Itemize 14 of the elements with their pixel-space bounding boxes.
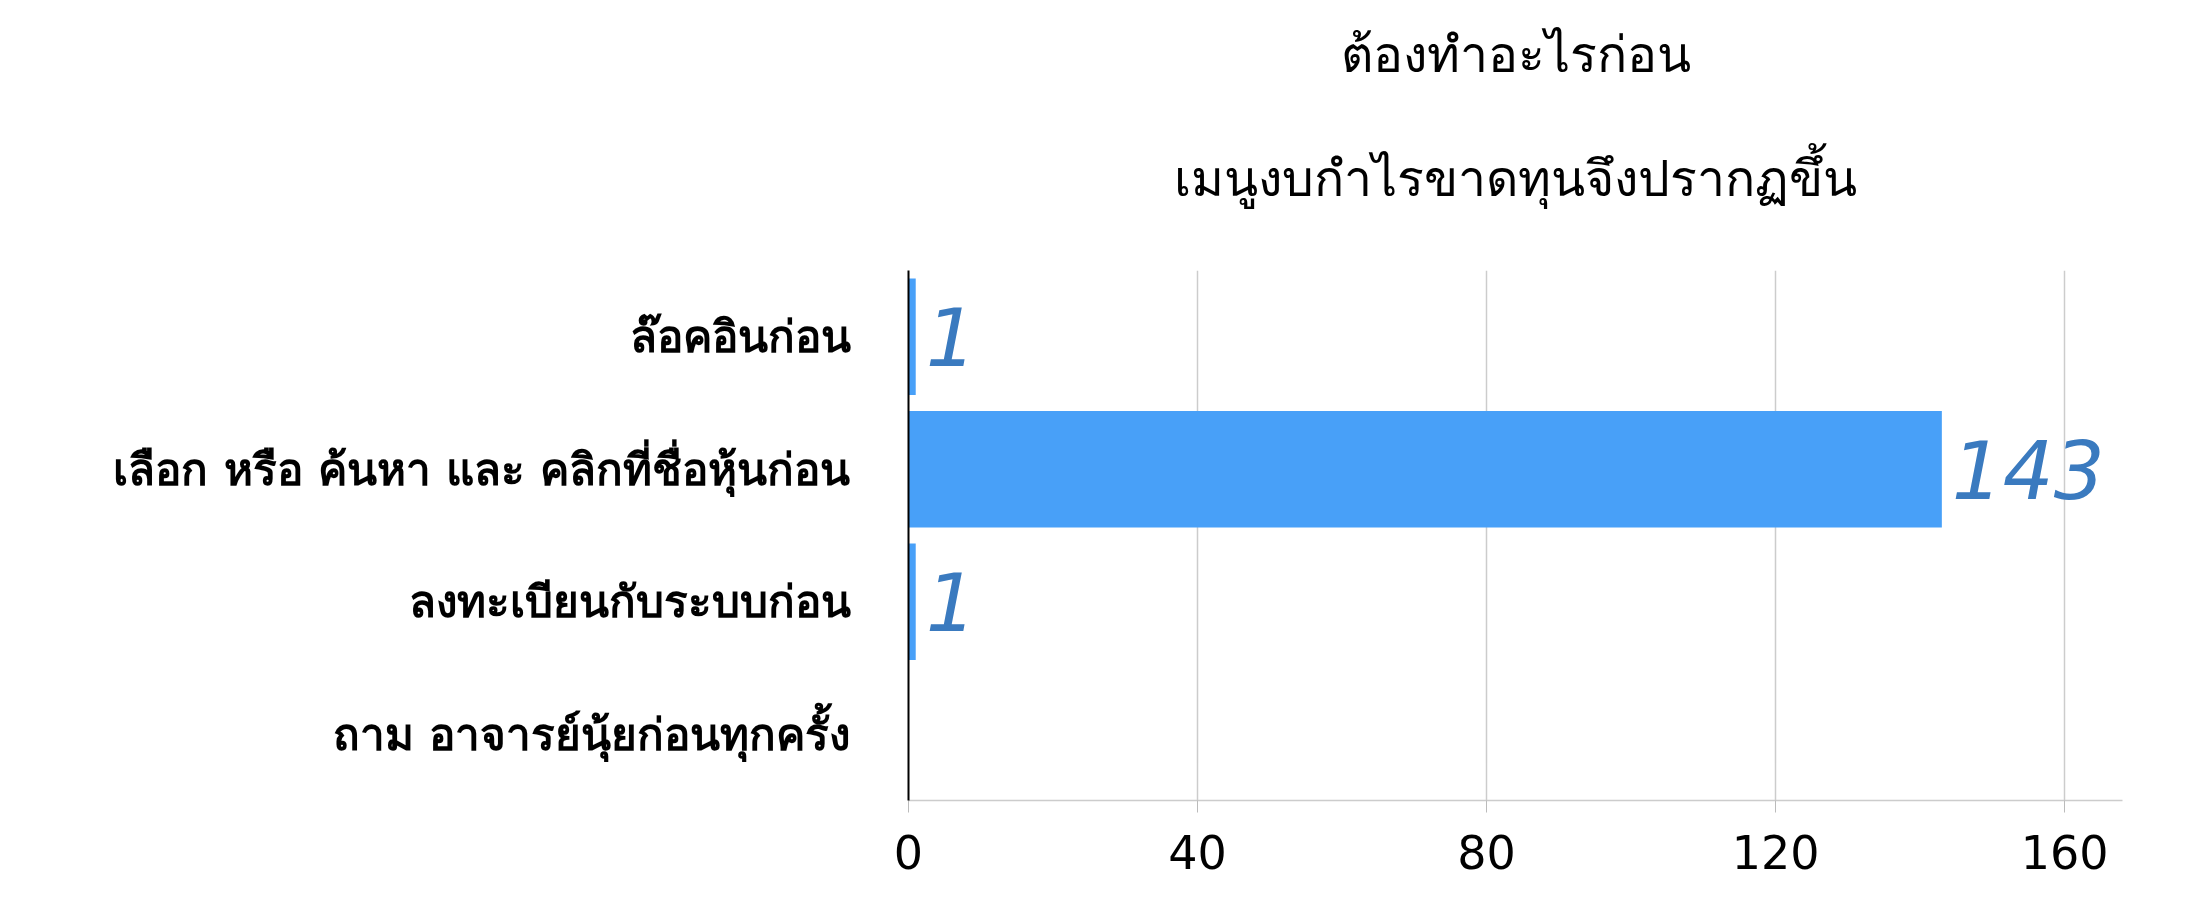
y-tick-label: เลือก หรือ ค้นหา และ คลิกที่ชื่อหุ้นก่อน bbox=[113, 438, 851, 498]
x-tick-label: 80 bbox=[1457, 825, 1516, 880]
chart-subtitle: เมนูงบกำไรขาดทุนจึงปรากฏขึ้น bbox=[1174, 143, 1857, 209]
y-tick-label: ล๊อคอินก่อน bbox=[629, 311, 851, 363]
y-tick-label: ลงทะเบียนกับระบบก่อน bbox=[408, 576, 851, 628]
chart-title: ต้องทำอะไรก่อน bbox=[1340, 26, 1691, 84]
x-tick-label: 40 bbox=[1168, 825, 1227, 880]
data-label: 143 bbox=[1951, 424, 2105, 518]
y-tick-label: ถาม อาจารย์นุ้ยก่อนทุกครั้ง bbox=[333, 701, 851, 763]
data-label: 1 bbox=[925, 292, 977, 386]
data-label: 1 bbox=[925, 557, 977, 651]
x-tick-label: 120 bbox=[1731, 825, 1820, 880]
x-tick-label: 160 bbox=[2020, 825, 2109, 880]
x-tick-label: 0 bbox=[893, 825, 924, 880]
